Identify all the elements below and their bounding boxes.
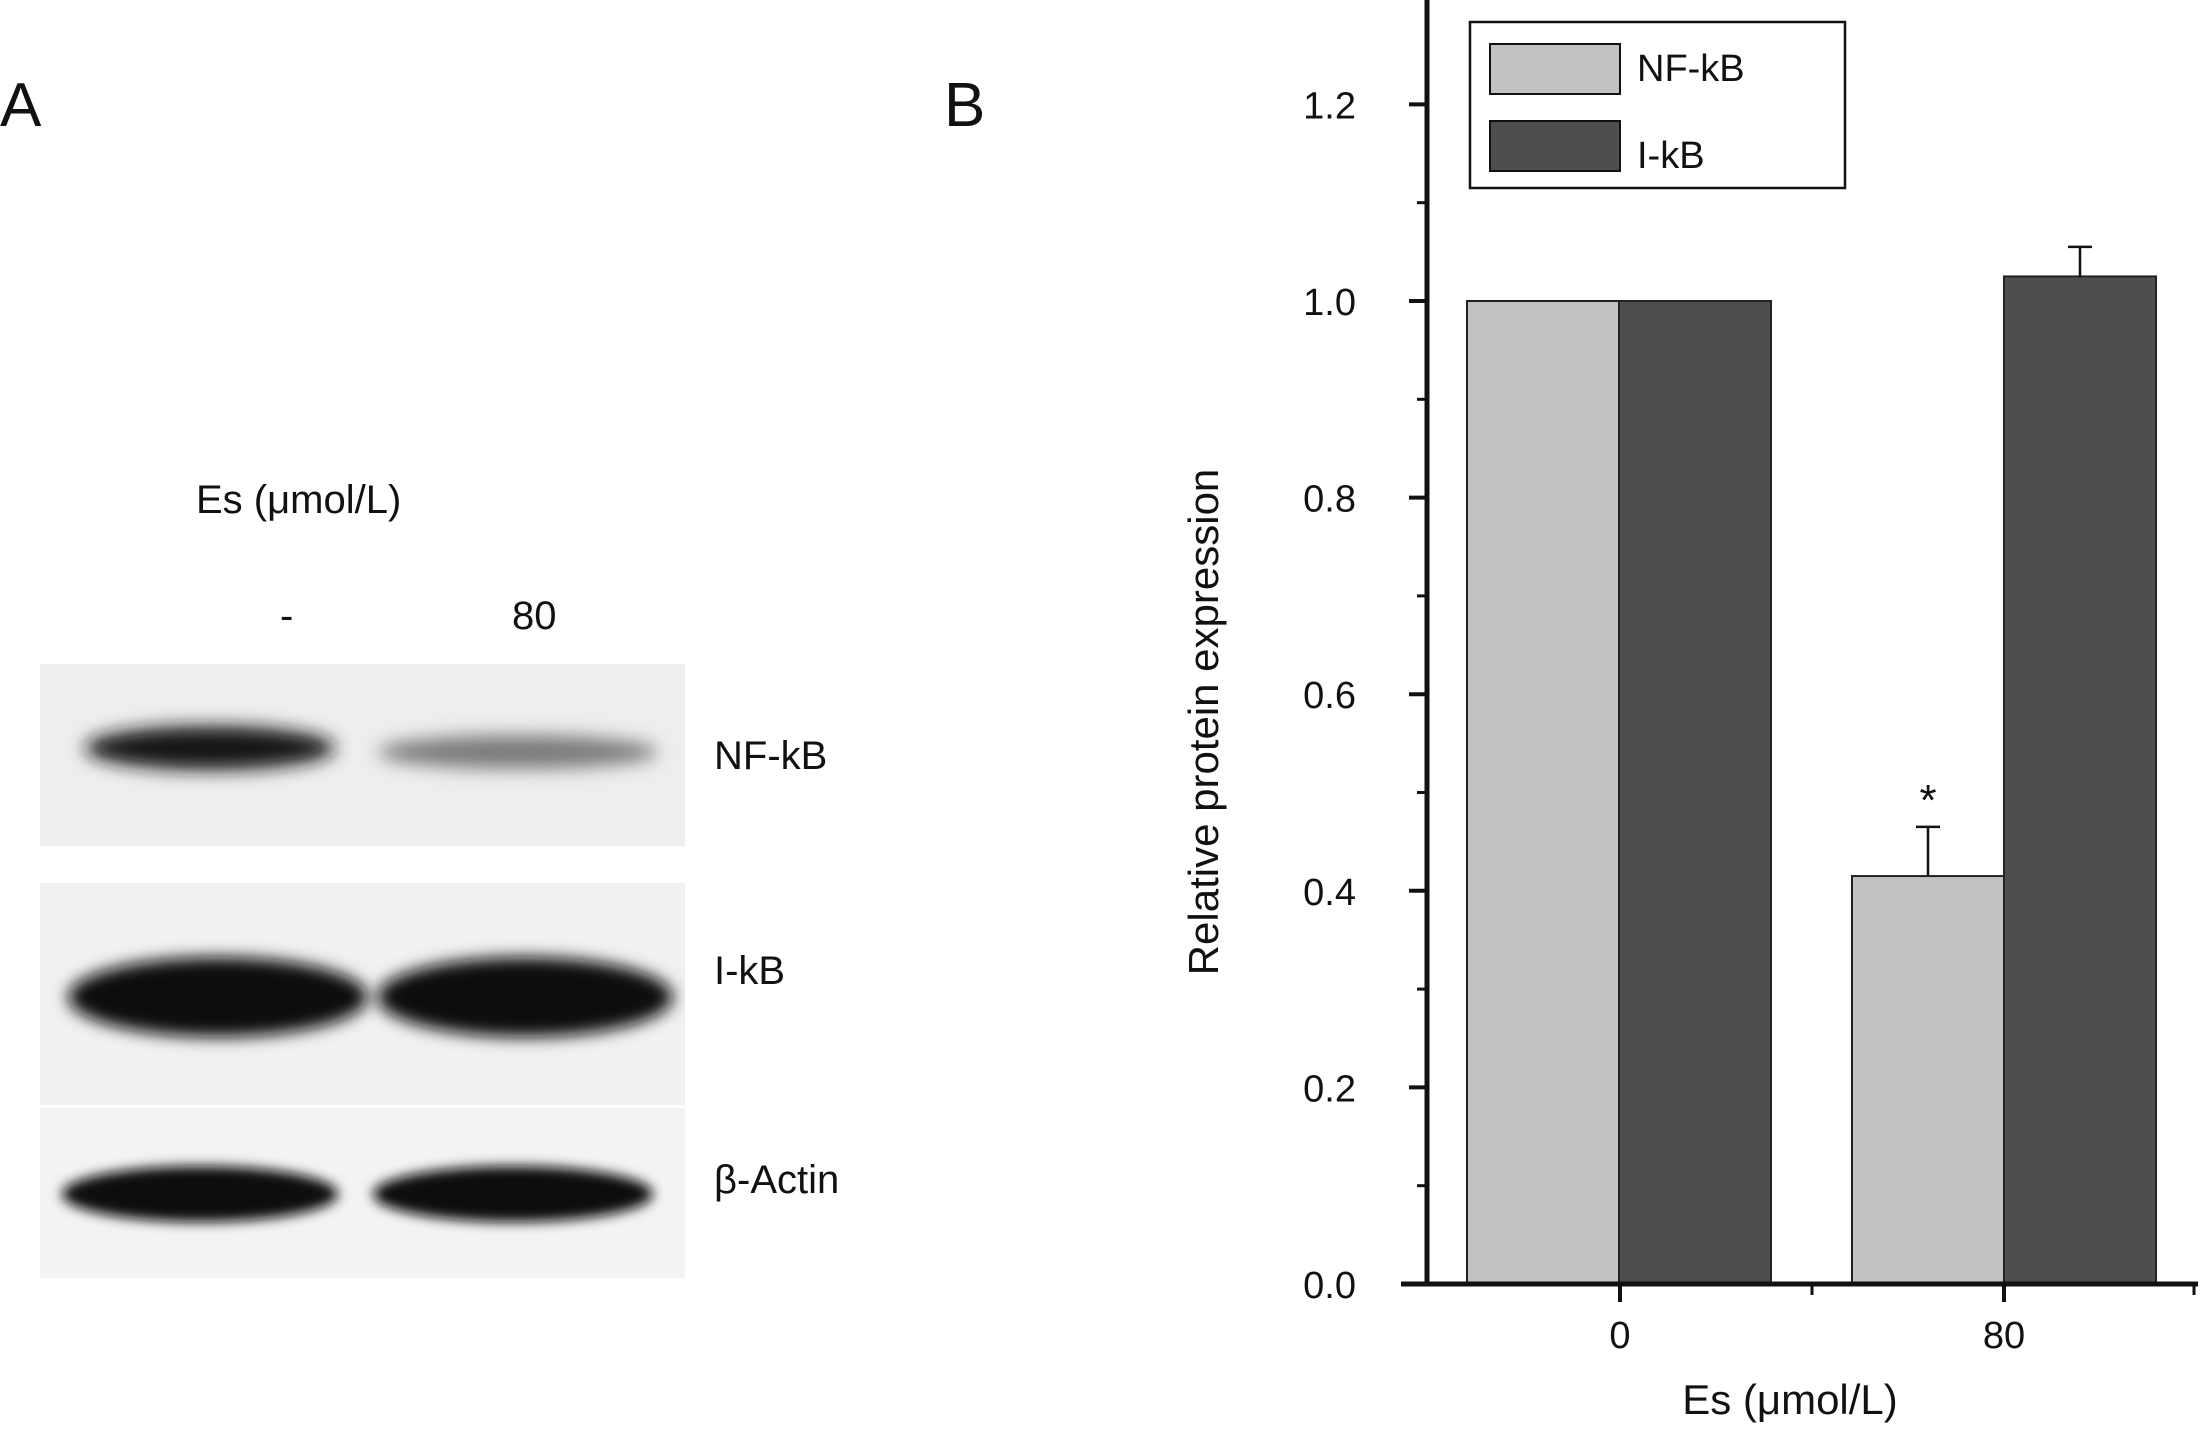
nfkb-band-lane-control [85, 726, 335, 770]
blot-label-nfkb: NF-kB [714, 734, 828, 778]
blot-lane-label-treated: 80 [512, 594, 557, 638]
blot-label-ikb: I-kB [714, 949, 786, 993]
actin-band-lane-treated [373, 1166, 653, 1222]
y-tick-label-0.0: 0.0 [1303, 1265, 1356, 1307]
y-tick-label-1.2: 1.2 [1303, 85, 1356, 127]
x-axis-title: Es (μmol/L) [1682, 1376, 1898, 1423]
blot-treatment-label: Es (μmol/L) [196, 478, 402, 522]
y-tick-label-1.0: 1.0 [1303, 282, 1356, 324]
legend-label-nfkb: NF-kB [1637, 48, 1745, 90]
blot-strip-actin [40, 1108, 685, 1278]
bar-ikb-80 [2003, 275, 2157, 1285]
y-tick-label-0.6: 0.6 [1303, 675, 1356, 717]
y-tick-label-0.8: 0.8 [1303, 479, 1356, 521]
ikb-band-lane-treated [377, 957, 673, 1037]
nfkb-bands [85, 726, 658, 770]
legend-label-ikb: I-kB [1637, 135, 1705, 177]
significance-marker-0: * [1919, 776, 1936, 825]
legend: NF-kB I-kB [1468, 20, 1847, 190]
blot-strip-ikb [40, 883, 685, 1105]
bar-ikb-0 [1618, 300, 1772, 1285]
panel-b-letter: B [944, 71, 986, 140]
y-tick-label-0.4: 0.4 [1303, 872, 1356, 914]
actin-bands [62, 1166, 653, 1222]
axes-layer [1401, 0, 2198, 1287]
ikb-bands [68, 957, 673, 1037]
bars-layer: * [1466, 245, 2157, 1285]
blot-lane-label-control: - [280, 594, 294, 638]
legend-swatch-nfkb [1489, 43, 1621, 95]
y-axis-title: Relative protein expression [1180, 469, 1227, 976]
x-tick-label-0: 0 [1609, 1315, 1630, 1357]
legend-swatch-ikb [1489, 120, 1621, 172]
actin-band-lane-control [62, 1166, 338, 1222]
bar-nfkb-80 [1851, 875, 2005, 1285]
blot-strip-nfkb [40, 664, 685, 846]
ikb-band-lane-control [68, 957, 368, 1037]
bar-nfkb-0 [1466, 300, 1620, 1285]
y-tick-label-0.2: 0.2 [1303, 1068, 1356, 1110]
ticks-layer: 0.0 0.2 0.4 0.6 0.8 1.0 1.2 0 80 [1303, 85, 2196, 1357]
panel-a-letter: A [0, 71, 42, 140]
nfkb-band-lane-treated [378, 735, 658, 769]
blot-label-actin: β-Actin [714, 1158, 840, 1202]
x-tick-label-80: 80 [1983, 1315, 2025, 1357]
